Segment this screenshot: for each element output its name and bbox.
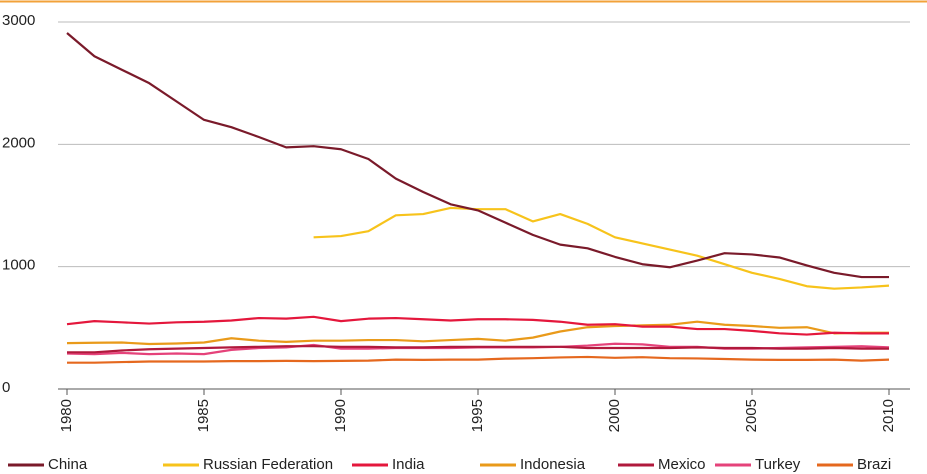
- legend-label: Brazi: [857, 456, 891, 473]
- y-tick-label: 2000: [2, 134, 35, 151]
- y-tick-label: 1000: [2, 257, 35, 274]
- legend-label: Mexico: [658, 456, 706, 473]
- legend-label: India: [392, 456, 425, 473]
- y-tick-label: 3000: [2, 12, 35, 29]
- x-tick-label: 1990: [332, 399, 349, 432]
- x-tick-label: 1985: [195, 399, 212, 432]
- x-tick-label: 1995: [469, 399, 486, 432]
- legend-label: Turkey: [755, 456, 801, 473]
- x-tick-label: 2000: [606, 399, 623, 432]
- x-tick-label: 1980: [58, 399, 75, 432]
- legend-label: China: [48, 456, 88, 473]
- series-line: [66, 32, 889, 279]
- series-line: [66, 320, 889, 346]
- y-tick-label: 0: [2, 379, 10, 396]
- x-tick-label: 2005: [743, 399, 760, 432]
- x-tick-label: 2010: [880, 399, 897, 432]
- legend-label: Russian Federation: [203, 456, 333, 473]
- series-line: [66, 315, 889, 336]
- legend-label: Indonesia: [520, 456, 586, 473]
- series-line: [67, 345, 889, 354]
- series-line: [313, 206, 890, 290]
- series-line: [67, 355, 890, 364]
